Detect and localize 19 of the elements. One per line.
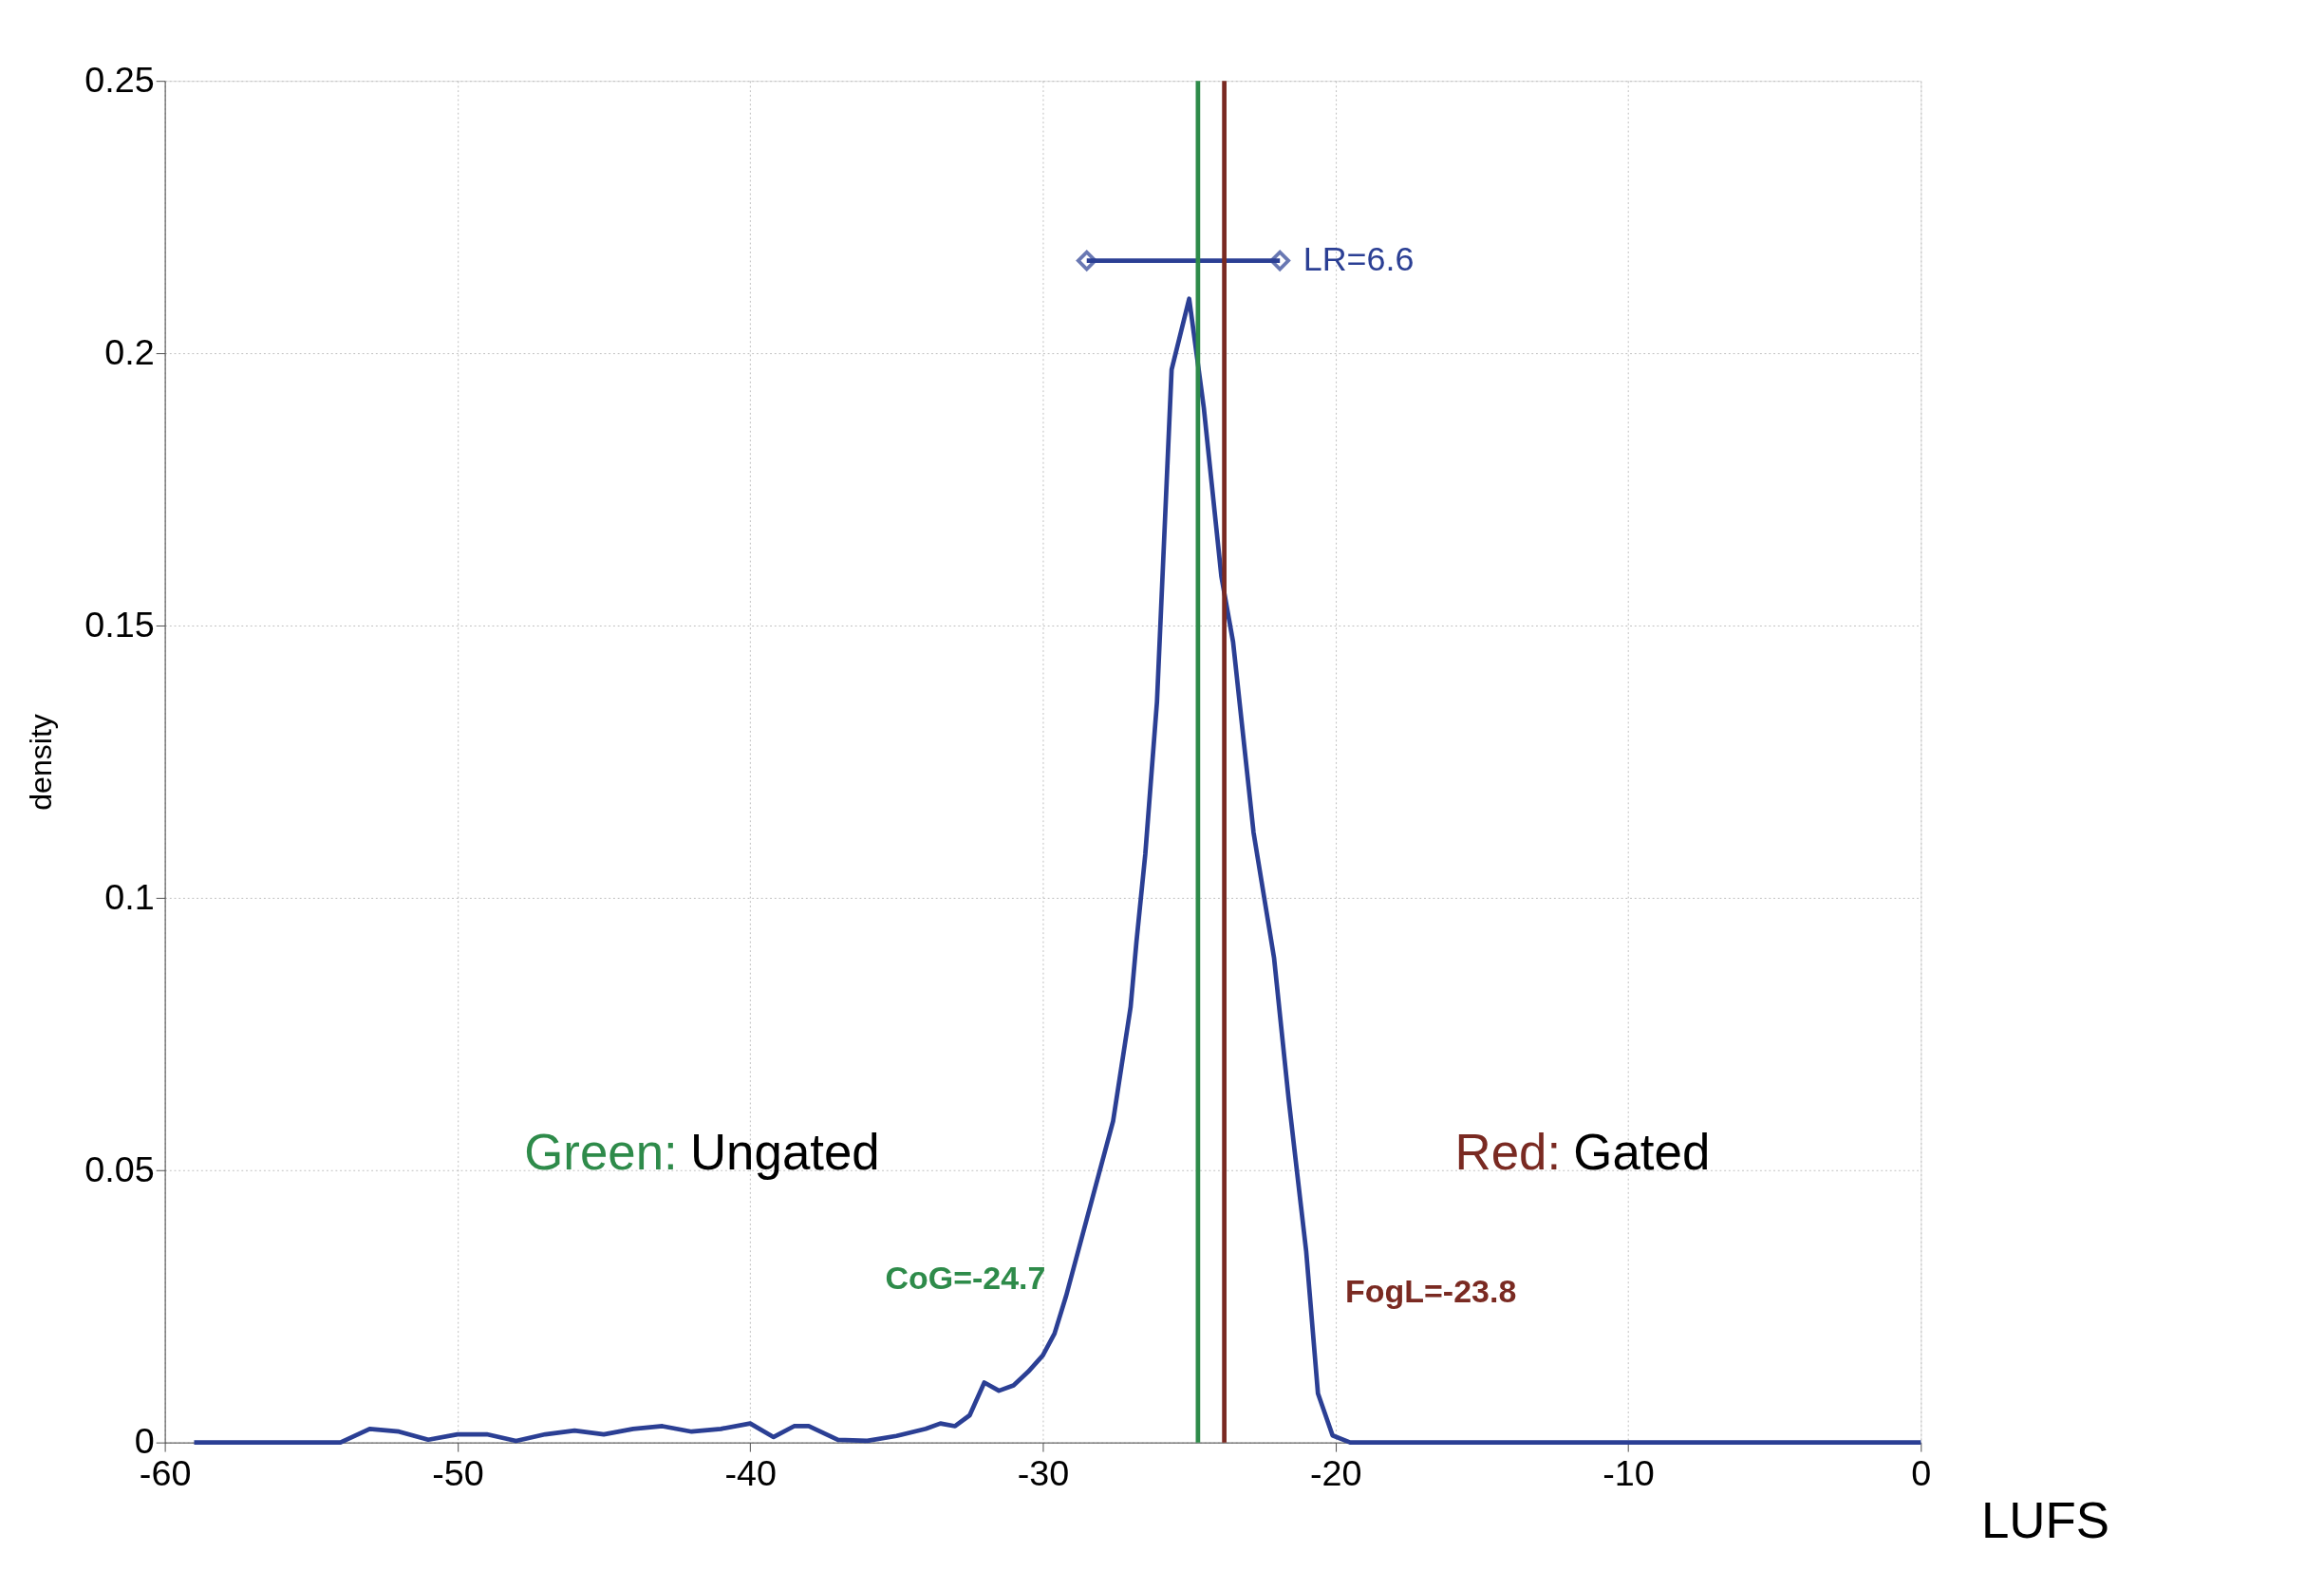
ref-line-label: FogL=-23.8 <box>1345 1273 1517 1310</box>
y-tick-label: 0.05 <box>84 1149 155 1189</box>
line-series <box>192 296 1923 1446</box>
x-tick-label: 0 <box>1911 1453 1932 1494</box>
y-tick-label: 0.1 <box>104 876 155 917</box>
x-tick-label: -10 <box>1602 1453 1655 1494</box>
annotation: Green: Ungated <box>524 1123 880 1180</box>
x-tick-label: -50 <box>432 1453 484 1494</box>
x-tick-label: -40 <box>724 1453 777 1494</box>
x-tick-label: -20 <box>1309 1453 1362 1494</box>
x-axis-title: LUFS <box>1980 1492 2109 1549</box>
y-tick-label: 0.2 <box>104 331 155 372</box>
ref-line-label: CoG=-24.7 <box>885 1259 1046 1296</box>
x-tick-label: -30 <box>1017 1453 1070 1494</box>
y-tick-label: 0.25 <box>84 60 155 101</box>
y-axis-title: density <box>24 714 59 811</box>
series-label: LR=6.6 <box>1303 239 1415 278</box>
annotation: Red: Gated <box>1454 1123 1711 1180</box>
y-tick-label: 0.15 <box>84 604 155 645</box>
